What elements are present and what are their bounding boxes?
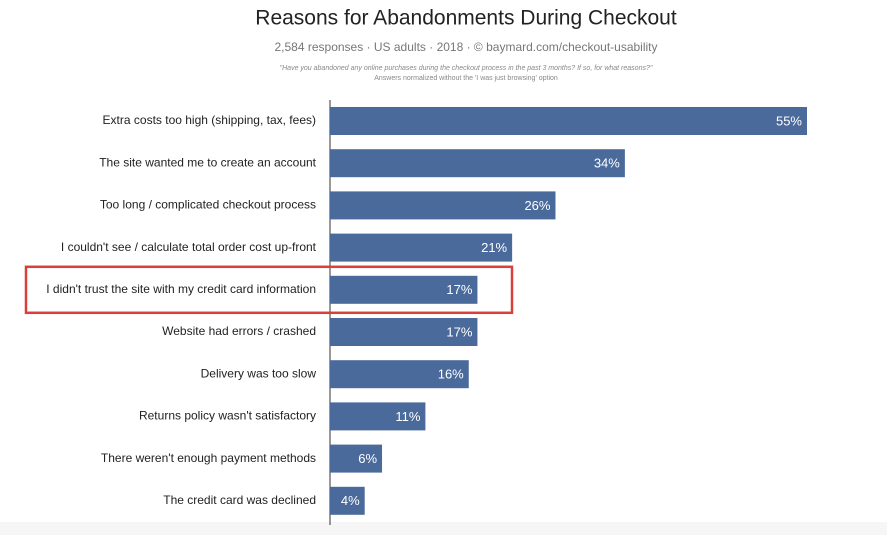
category-label: I didn't trust the site with my credit c… (46, 282, 316, 296)
category-label: Delivery was too slow (201, 366, 317, 380)
value-label: 11% (395, 409, 420, 424)
bar (330, 149, 625, 178)
category-label: Extra costs too high (shipping, tax, fee… (103, 113, 316, 127)
category-label: Website had errors / crashed (162, 324, 316, 338)
bar (330, 360, 469, 389)
footer-band (0, 522, 887, 535)
value-label: 34% (594, 156, 620, 171)
value-label: 6% (358, 451, 377, 466)
category-label: I couldn't see / calculate total order c… (61, 240, 317, 254)
chart-title: Reasons for Abandonments During Checkout (255, 7, 677, 30)
value-label: 17% (446, 324, 472, 339)
bar (330, 402, 426, 431)
value-label: 21% (481, 240, 507, 255)
chart-subtitle: 2,584 responses · US adults · 2018 · © b… (274, 40, 657, 54)
note: Answers normalized without the 'I was ju… (374, 75, 558, 82)
highlight-box (24, 265, 514, 315)
value-label: 55% (776, 113, 802, 128)
bar (330, 318, 478, 346)
bar (330, 107, 807, 135)
value-label: 17% (446, 282, 472, 297)
value-label: 16% (438, 367, 464, 382)
bar (330, 191, 556, 220)
bar (330, 444, 383, 473)
bar (330, 233, 513, 262)
value-label: 26% (524, 198, 550, 213)
value-label: 4% (341, 493, 360, 508)
category-label: The site wanted me to create an account (99, 155, 316, 169)
category-label: Returns policy wasn't satisfactory (139, 409, 316, 423)
category-label: Too long / complicated checkout process (100, 198, 316, 212)
bar (330, 275, 478, 304)
category-label: The credit card was declined (163, 493, 316, 507)
bar (330, 486, 365, 515)
category-label: There weren't enough payment methods (101, 451, 316, 465)
note: "Have you abandoned any online purchases… (280, 65, 653, 72)
